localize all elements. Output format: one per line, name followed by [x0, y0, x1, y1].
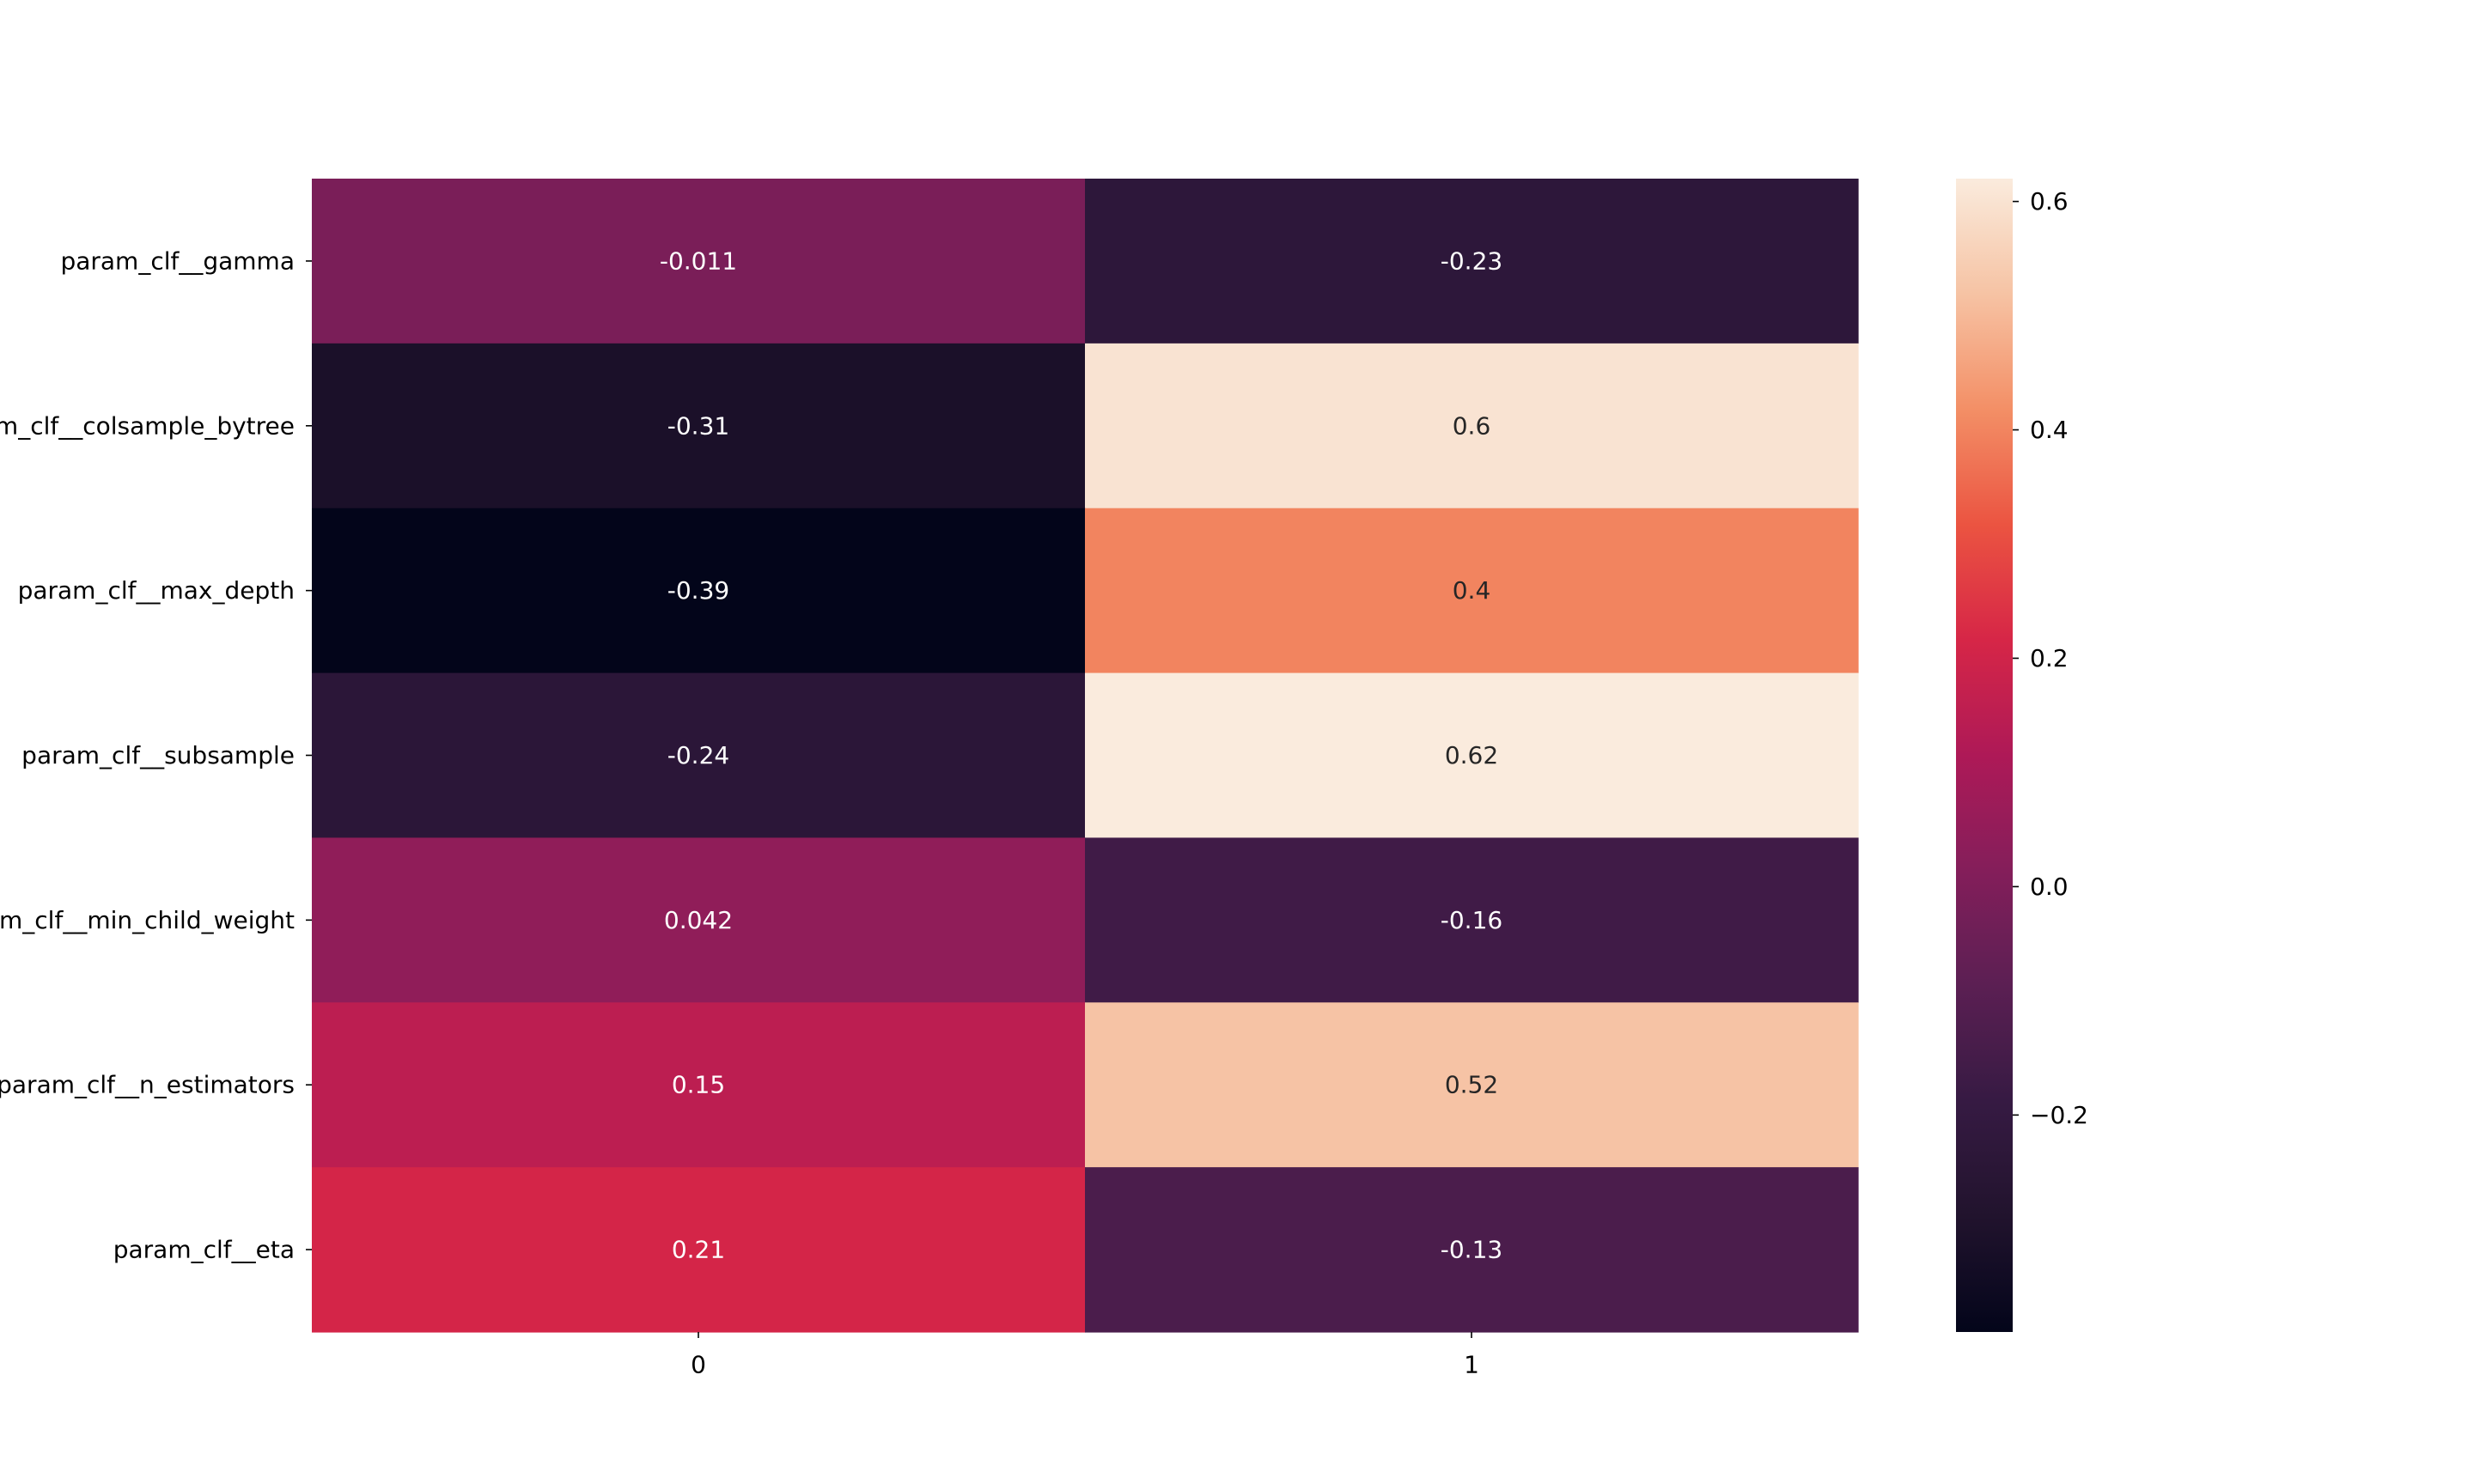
column-label-0: 0 [691, 1351, 706, 1379]
heatmap-cell-param-clf-n-estimators-col-1 [1085, 1002, 1859, 1168]
colorbar-tick-label: 0.4 [2030, 416, 2069, 444]
cell-value-label: 0.52 [1445, 1071, 1498, 1099]
cell-value-label: -0.16 [1441, 906, 1502, 934]
heatmap-cell-param-clf-subsample-col-0 [312, 672, 1086, 839]
cell-value-label: -0.23 [1441, 246, 1502, 275]
row-label-param-clf-min-child-weight: param_clf__min_child_weight [0, 906, 295, 934]
cell-value-label: 0.21 [672, 1236, 725, 1264]
cell-value-label: -0.39 [667, 576, 729, 605]
cell-value-label: -0.24 [667, 741, 729, 769]
heatmap-cells: -0.011 -0.23 -0.31 0.6 -0.39 0.4 -0.24 0.62 0.04… [312, 179, 1859, 1333]
heatmap-cell-param-clf-gamma-col-1 [1085, 179, 1859, 344]
cell-value-label: 0.4 [1453, 576, 1491, 605]
heatmap-cell-param-clf-colsample-bytree-col-1 [1085, 343, 1859, 509]
cell-value-label: -0.31 [667, 411, 729, 440]
heatmap-cell-param-clf-min-child-weight-col-1 [1085, 837, 1859, 1003]
heatmap-cell-param-clf-eta-col-1 [1085, 1167, 1859, 1333]
cell-value-label: 0.62 [1445, 741, 1498, 769]
heatmap-cell-param-clf-colsample-bytree-col-0 [312, 343, 1086, 509]
colorbar-tick-label: 0.2 [2030, 644, 2069, 672]
column-label-1: 1 [1464, 1351, 1479, 1379]
colorbar-gradient [1956, 179, 2013, 1332]
row-label-param-clf-colsample-bytree: param_clf__colsample_bytree [0, 411, 295, 440]
row-labels: param_clf__gamma param_clf__colsample_byt… [0, 246, 312, 1264]
heatmap-cell-param-clf-n-estimators-col-0 [312, 1002, 1086, 1168]
cell-value-label: 0.6 [1453, 411, 1491, 440]
colorbar-tick-label: −0.2 [2030, 1101, 2088, 1129]
cell-value-label: -0.13 [1441, 1236, 1502, 1264]
heatmap-cell-param-clf-eta-col-0 [312, 1167, 1086, 1333]
heatmap-cell-param-clf-gamma-col-0 [312, 179, 1086, 344]
row-label-param-clf-eta: param_clf__eta [113, 1236, 295, 1264]
heatmap-cell-param-clf-subsample-col-1 [1085, 672, 1859, 839]
cell-value-label: 0.042 [664, 906, 733, 934]
heatmap-cell-param-clf-min-child-weight-col-0 [312, 837, 1086, 1003]
heatmap-cell-param-clf-max-depth-col-0 [312, 508, 1086, 674]
heatmap-cell-param-clf-max-depth-col-1 [1085, 508, 1859, 674]
colorbar: 0.6 0.4 0.2 0.0 −0.2 [1956, 179, 2088, 1332]
row-label-param-clf-max-depth: param_clf__max_depth [18, 576, 295, 605]
row-label-param-clf-n-estimators: param_clf__n_estimators [0, 1071, 295, 1099]
colorbar-tick-label: 0.0 [2030, 873, 2069, 901]
cell-value-label: 0.15 [672, 1071, 725, 1099]
row-label-param-clf-gamma: param_clf__gamma [60, 246, 295, 275]
row-label-param-clf-subsample: param_clf__subsample [21, 741, 295, 769]
cell-value-label: -0.011 [660, 246, 737, 275]
colorbar-tick-label: 0.6 [2030, 187, 2069, 216]
